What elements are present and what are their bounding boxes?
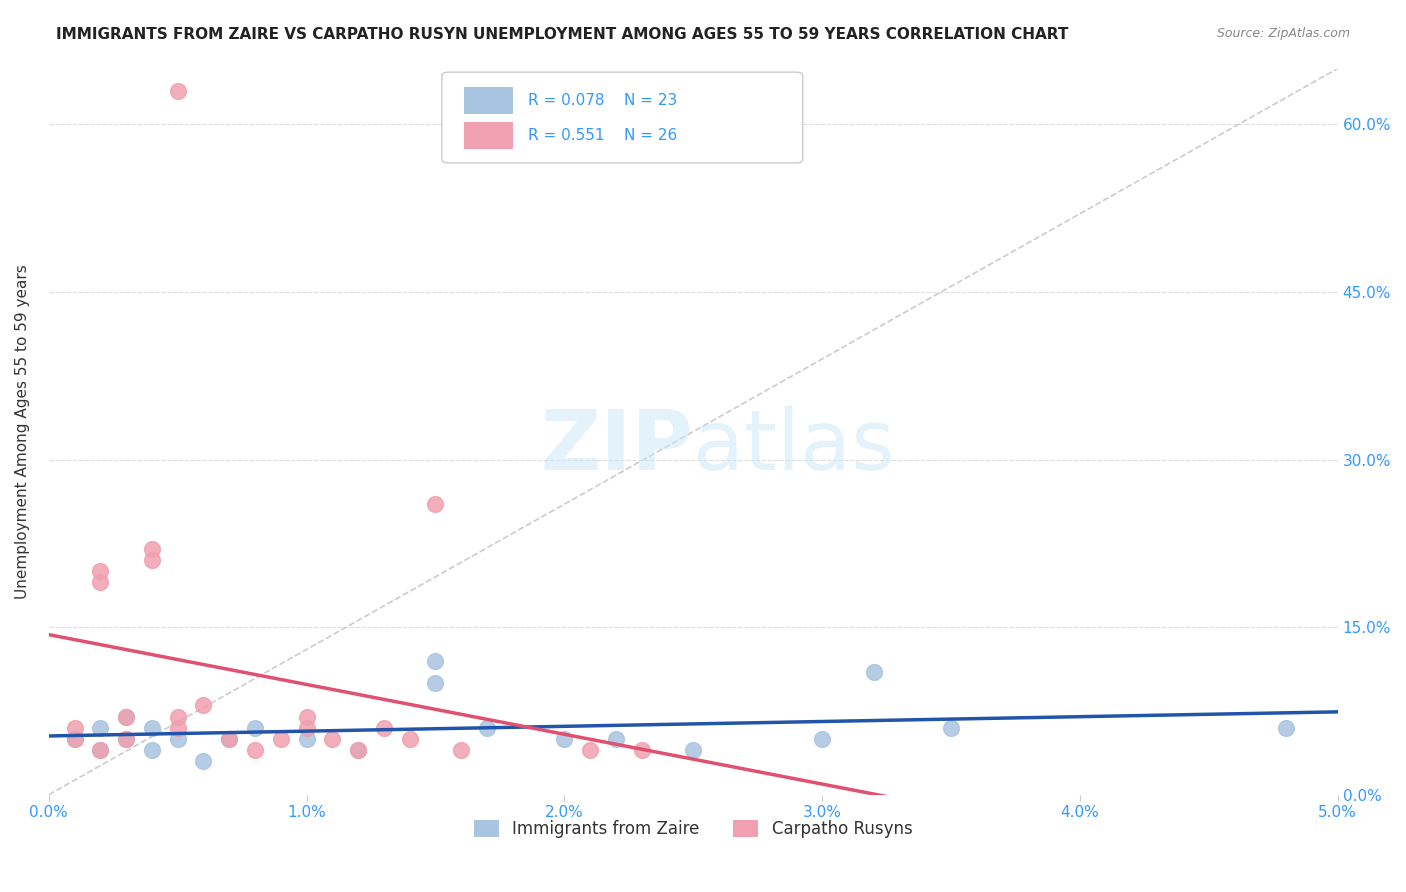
Point <box>141 743 163 757</box>
Point <box>115 709 138 723</box>
Point <box>115 731 138 746</box>
Point <box>605 731 627 746</box>
Point <box>295 721 318 735</box>
Point <box>89 743 111 757</box>
Point <box>63 721 86 735</box>
Point <box>63 731 86 746</box>
Point <box>166 84 188 98</box>
FancyBboxPatch shape <box>441 72 803 163</box>
Point <box>193 754 215 768</box>
Bar <box>464 87 513 114</box>
Point <box>89 743 111 757</box>
Point <box>218 731 240 746</box>
Point <box>166 709 188 723</box>
Point <box>166 721 188 735</box>
Point <box>166 731 188 746</box>
Point <box>243 721 266 735</box>
Point <box>193 698 215 713</box>
Point <box>425 676 447 690</box>
Point <box>347 743 370 757</box>
Point <box>141 721 163 735</box>
Text: atlas: atlas <box>693 406 896 487</box>
Point <box>475 721 498 735</box>
Point <box>89 575 111 590</box>
Point <box>398 731 420 746</box>
Text: R = 0.078    N = 23: R = 0.078 N = 23 <box>529 93 678 108</box>
Point <box>450 743 472 757</box>
Point <box>115 709 138 723</box>
Point <box>295 731 318 746</box>
Point <box>141 541 163 556</box>
Point <box>862 665 884 679</box>
Text: IMMIGRANTS FROM ZAIRE VS CARPATHO RUSYN UNEMPLOYMENT AMONG AGES 55 TO 59 YEARS C: IMMIGRANTS FROM ZAIRE VS CARPATHO RUSYN … <box>56 27 1069 42</box>
Text: ZIP: ZIP <box>541 406 693 487</box>
Point <box>682 743 704 757</box>
Y-axis label: Unemployment Among Ages 55 to 59 years: Unemployment Among Ages 55 to 59 years <box>15 264 30 599</box>
Point <box>553 731 575 746</box>
Point <box>630 743 652 757</box>
Point <box>425 654 447 668</box>
Point <box>373 721 395 735</box>
Point <box>939 721 962 735</box>
Point <box>270 731 292 746</box>
Point <box>89 564 111 578</box>
Point <box>218 731 240 746</box>
Point <box>243 743 266 757</box>
Point <box>579 743 602 757</box>
Point <box>321 731 343 746</box>
Point <box>295 709 318 723</box>
Point <box>425 497 447 511</box>
Point <box>811 731 834 746</box>
Point <box>63 731 86 746</box>
Text: R = 0.551    N = 26: R = 0.551 N = 26 <box>529 128 678 143</box>
Text: Source: ZipAtlas.com: Source: ZipAtlas.com <box>1216 27 1350 40</box>
Legend: Immigrants from Zaire, Carpatho Rusyns: Immigrants from Zaire, Carpatho Rusyns <box>467 813 920 845</box>
Point <box>141 553 163 567</box>
Point <box>115 731 138 746</box>
Point <box>347 743 370 757</box>
Point <box>89 721 111 735</box>
Point <box>1275 721 1298 735</box>
Bar <box>464 121 513 149</box>
